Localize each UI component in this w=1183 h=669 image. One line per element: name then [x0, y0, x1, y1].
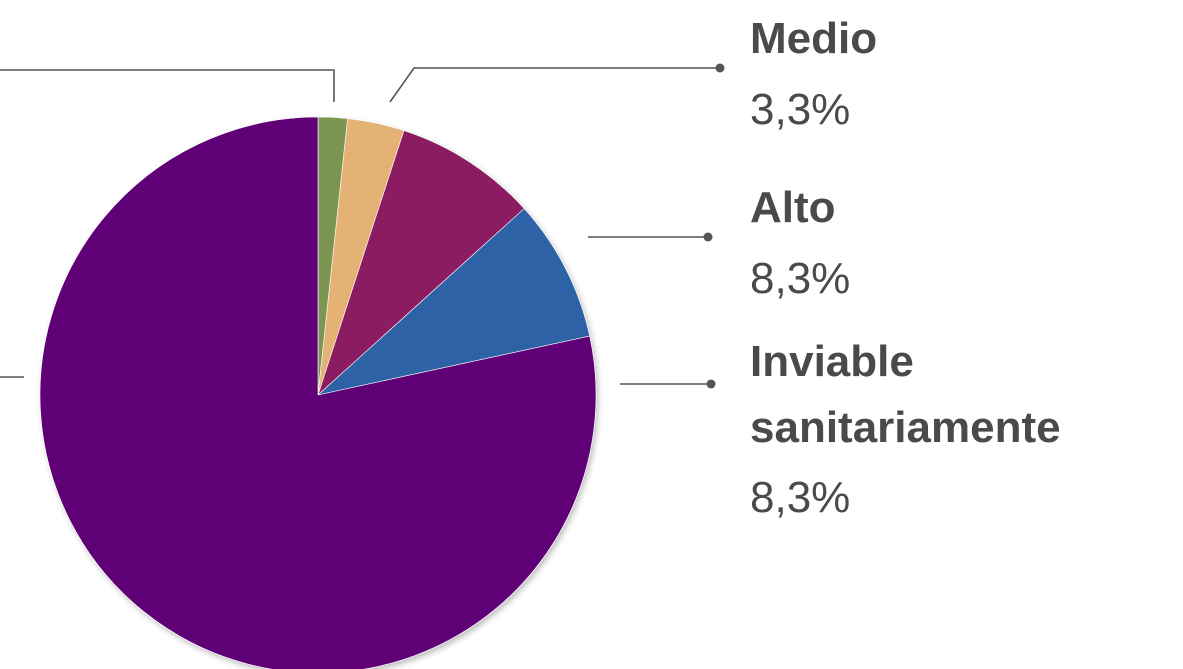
pie-slice-inviable-sanitariamente [316, 208, 591, 396]
label-medio-name: Medio [750, 14, 877, 63]
leader-dot-medio [715, 63, 725, 73]
label-inviable-name-line1: Inviable [750, 337, 914, 386]
pie-slice-alto [317, 130, 525, 396]
label-medio-value: 3,3% [750, 85, 850, 134]
label-alto-value: 8,3% [750, 254, 850, 303]
leader-dot-inviable [706, 379, 716, 389]
leader-line-medio [389, 67, 720, 103]
pie-slice-unlabeled-5 [39, 116, 597, 669]
leader-dot-alto [703, 232, 713, 242]
label-inviable-value: 8,3% [750, 473, 850, 522]
label-inviable-name-line2: sanitariamente [750, 403, 1061, 452]
leader-lines [0, 63, 725, 389]
leader-line-slice-1 [0, 69, 335, 102]
data-labels: Medio 3,3% Alto 8,3% Inviable sanitariam… [750, 14, 1061, 522]
pie-slices [39, 116, 597, 669]
label-alto-name: Alto [750, 183, 836, 232]
